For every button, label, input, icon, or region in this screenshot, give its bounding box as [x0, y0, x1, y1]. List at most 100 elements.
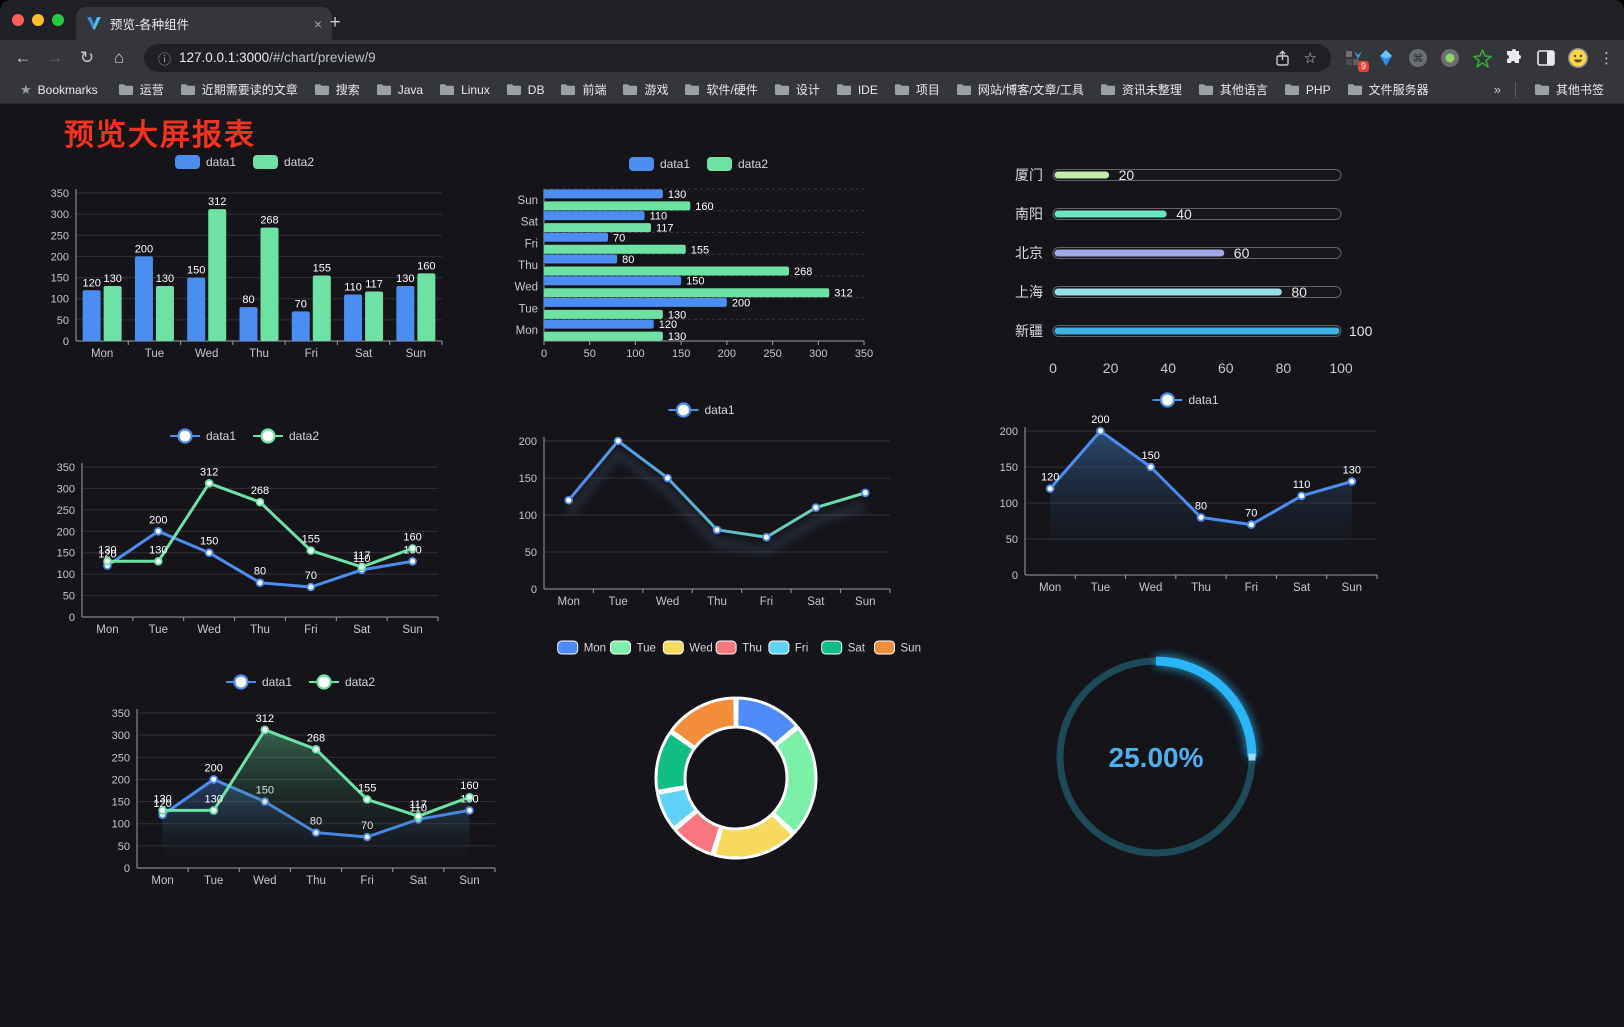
bookmark-folder[interactable]: 近期需要读的文章	[172, 78, 306, 101]
svg-text:Tue: Tue	[637, 643, 656, 655]
chart-line-two-series[interactable]: data1 data2 0 50 100 150 200 250 300 350 Mon Tue Wed…	[40, 425, 450, 645]
tab-close-icon[interactable]: ×	[313, 15, 322, 32]
svg-text:100: 100	[51, 294, 69, 306]
svg-text:50: 50	[1006, 534, 1018, 546]
bookmarks-overflow-button[interactable]: »	[1493, 82, 1501, 97]
bookmark-folder[interactable]: PHP	[1276, 80, 1339, 100]
minimize-window-button[interactable]	[32, 14, 44, 26]
svg-text:300: 300	[112, 730, 130, 742]
svg-text:130: 130	[668, 309, 686, 321]
svg-text:120: 120	[98, 549, 116, 561]
bookmark-folder[interactable]: 前端	[552, 78, 614, 101]
url-host: 127.0.0.1:3000	[179, 50, 270, 65]
svg-text:60: 60	[1234, 245, 1250, 261]
svg-text:200: 200	[57, 526, 75, 538]
svg-text:312: 312	[200, 466, 218, 478]
reload-button[interactable]: ↻	[79, 48, 95, 67]
svg-text:268: 268	[794, 266, 812, 278]
svg-text:200: 200	[51, 251, 69, 263]
bookmark-folder[interactable]: 其他语言	[1190, 78, 1276, 101]
profile-avatar[interactable]	[1567, 47, 1589, 69]
extensions-puzzle-icon[interactable]	[1503, 47, 1525, 69]
svg-text:250: 250	[112, 752, 130, 764]
extension-star-icon[interactable]	[1471, 47, 1493, 69]
home-button[interactable]: ⌂	[113, 48, 125, 67]
bookmark-folder[interactable]: 文件服务器	[1339, 78, 1437, 101]
chart-city-progress[interactable]: 厦门 20 南阳 40 北京 60 上海 80 新疆 100 0 20 40 60 80 100	[995, 149, 1387, 389]
bookmark-folder[interactable]: IDE	[828, 80, 886, 100]
svg-text:Mon: Mon	[96, 624, 118, 636]
svg-text:120: 120	[1041, 472, 1059, 484]
extension-diamond-icon[interactable]	[1375, 47, 1397, 69]
svg-text:Wed: Wed	[515, 282, 538, 294]
svg-text:150: 150	[672, 348, 690, 360]
bookmark-folder[interactable]: 项目	[886, 78, 948, 101]
bookmark-folder[interactable]: 游戏	[614, 78, 676, 101]
svg-text:新疆: 新疆	[1015, 323, 1043, 339]
sidebar-toggle-icon[interactable]	[1535, 47, 1557, 69]
svg-text:160: 160	[460, 780, 478, 792]
svg-text:Thu: Thu	[518, 260, 538, 272]
zoom-window-button[interactable]	[52, 14, 64, 26]
bookmarks-manager[interactable]: ★ Bookmarks	[12, 79, 106, 101]
chart-line-gradient[interactable]: data1 0 50 100 150 200 Mon Tue Wed Thu Fri Sat Sun	[502, 399, 902, 617]
svg-text:0: 0	[541, 348, 547, 360]
bookmark-folder[interactable]: DB	[498, 80, 553, 100]
chart-area-two-series[interactable]: data1 data2 0 50 100 150 200 250 300 350 Mon Tue Wed…	[95, 671, 507, 896]
bookmark-star-icon[interactable]: ☆	[1303, 50, 1317, 67]
other-bookmarks-folder[interactable]: 其他书签	[1526, 78, 1612, 101]
bookmark-folder[interactable]: 网站/博客/文章/工具	[948, 78, 1092, 101]
bookmark-folder[interactable]: 资讯未整理	[1092, 78, 1190, 101]
svg-text:data1: data1	[206, 429, 236, 443]
close-window-button[interactable]	[12, 14, 24, 26]
svg-text:Sun: Sun	[518, 195, 538, 207]
svg-text:Sat: Sat	[353, 624, 371, 636]
folder-icon	[314, 84, 329, 95]
svg-text:Thu: Thu	[306, 875, 326, 887]
svg-text:50: 50	[63, 591, 75, 603]
svg-text:⌘: ⌘	[1413, 53, 1424, 65]
svg-text:130: 130	[149, 544, 167, 556]
svg-text:0: 0	[1012, 570, 1018, 582]
svg-text:data1: data1	[705, 403, 735, 417]
chart-line-area[interactable]: data1 0 50 100 150 200 Mon Tue Wed Thu Fri Sat Sun 12…	[983, 389, 1389, 603]
svg-text:Fri: Fri	[760, 596, 773, 608]
svg-text:300: 300	[51, 209, 69, 221]
svg-text:data1: data1	[660, 157, 690, 171]
svg-text:150: 150	[57, 548, 75, 560]
bookmark-folder[interactable]: 运营	[110, 78, 172, 101]
share-icon[interactable]	[1275, 50, 1290, 66]
svg-text:200: 200	[718, 348, 736, 360]
bookmark-folder[interactable]: Java	[368, 80, 431, 100]
address-bar[interactable]: ⓘ 127.0.0.1:3000/#/chart/preview/9 ☆	[144, 44, 1331, 72]
forward-button[interactable]: →	[46, 48, 64, 67]
svg-text:Thu: Thu	[707, 596, 727, 608]
chart-donut[interactable]: Mon Tue Wed Thu Fri Sat Sun	[538, 633, 938, 885]
svg-text:Mon: Mon	[151, 875, 173, 887]
svg-text:Mon: Mon	[1039, 582, 1061, 594]
new-tab-button[interactable]: +	[329, 12, 341, 33]
svg-text:110: 110	[410, 802, 428, 814]
svg-text:312: 312	[834, 288, 852, 300]
svg-text:150: 150	[686, 276, 704, 288]
chart-ring-progress[interactable]: 25.00%	[1036, 634, 1276, 884]
svg-text:150: 150	[200, 536, 218, 548]
bookmark-folder[interactable]: 软件/硬件	[676, 78, 765, 101]
extension-record-icon[interactable]	[1439, 47, 1461, 69]
extension-command-icon[interactable]: ⌘	[1407, 47, 1429, 69]
bookmark-folder[interactable]: 设计	[766, 78, 828, 101]
folder-icon	[1534, 84, 1549, 95]
svg-text:130: 130	[668, 331, 686, 343]
bookmark-folder[interactable]: Linux	[431, 80, 498, 100]
chart-horizontal-bar[interactable]: data1 data2 0 50 100 150 200 250 300 350 Sun 130 160…	[498, 151, 900, 367]
extension-devtools-icon[interactable]: 9	[1343, 47, 1369, 72]
back-button[interactable]: ←	[14, 48, 32, 67]
svg-text:Fri: Fri	[525, 238, 538, 250]
browser-tab[interactable]: 预览-各种组件 ×	[76, 7, 332, 40]
chart-grouped-bar[interactable]: data1 data2 0 50 100 150 200 250 300 350 Mon Tue Wed…	[40, 149, 450, 367]
bookmark-folder[interactable]: 搜索	[306, 78, 368, 101]
browser-menu-icon[interactable]: ⋮	[1599, 50, 1614, 67]
site-info-icon[interactable]: ⓘ	[158, 51, 172, 67]
svg-text:130: 130	[668, 189, 686, 201]
